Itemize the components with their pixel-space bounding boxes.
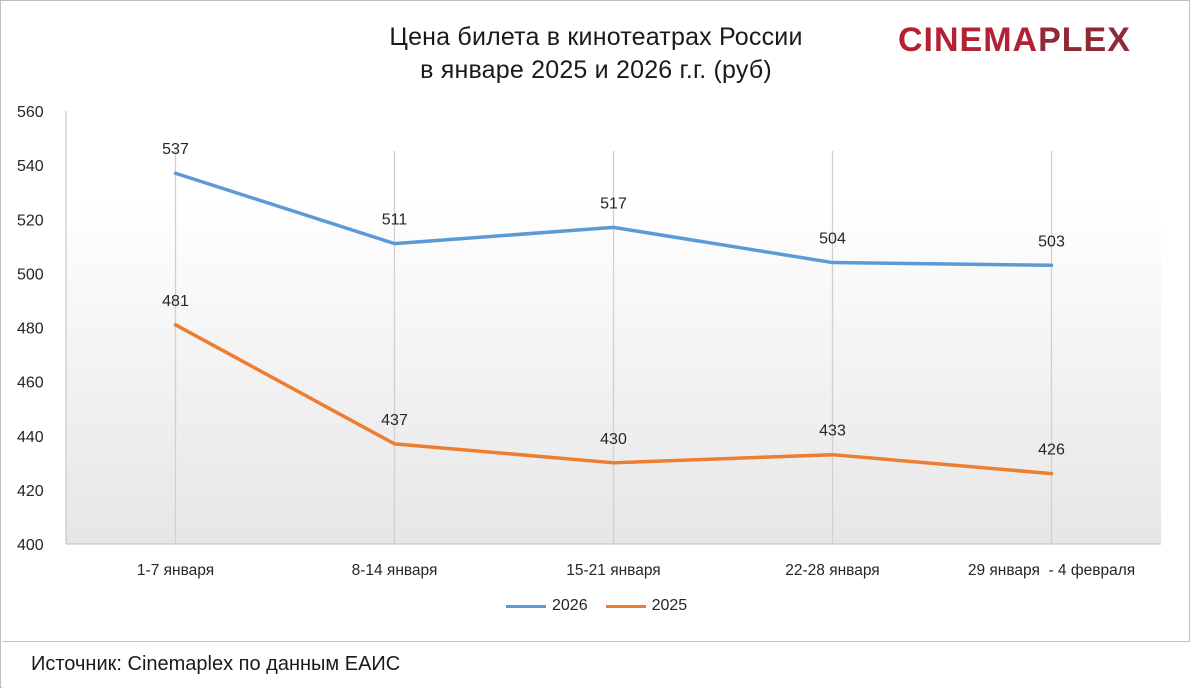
y-tick-label: 520 [17, 212, 44, 229]
logo-part-cinema: CINEMA [898, 21, 1039, 59]
y-tick-label: 560 [17, 104, 44, 121]
y-tick-label: 480 [17, 321, 44, 338]
chart-title: Цена билета в кинотеатрах России в январ… [301, 21, 891, 87]
legend-swatch-2026 [506, 604, 546, 608]
x-tick-label: 1-7 января [137, 562, 214, 579]
series-line-2026 [173, 171, 1054, 268]
data-label-2025: 481 [162, 293, 189, 310]
data-label-2025: 430 [600, 431, 627, 448]
x-tick-label: 8-14 января [352, 562, 438, 579]
data-label-2026: 517 [600, 195, 627, 212]
chart-legend: 2026 2025 [506, 597, 705, 615]
cinemaplex-logo: CINEMAPLEX [898, 21, 1131, 60]
y-tick-label: 440 [17, 429, 44, 446]
legend-item-2026: 2026 [506, 597, 588, 615]
x-tick-label: 22-28 января [785, 562, 879, 579]
x-tick-label: 29 января - 4 февраля [968, 562, 1135, 579]
y-tick-label: 540 [17, 158, 44, 175]
data-label-2026: 511 [382, 212, 408, 229]
data-label-2026: 503 [1038, 233, 1065, 250]
source-bar: Источник: Cinemaplex по данным ЕАИС [2, 641, 1190, 688]
series-line-2025 [173, 323, 1054, 476]
data-label-2026: 504 [819, 231, 846, 248]
chart-title-line-1: Цена билета в кинотеатрах России [389, 23, 803, 51]
source-text: Источник: Cinemaplex по данным ЕАИС [31, 653, 401, 675]
x-tick-label: 15-21 января [566, 562, 660, 579]
legend-label-2025: 2025 [651, 597, 688, 614]
data-label-2025: 437 [381, 412, 408, 429]
data-label-2025: 433 [819, 423, 846, 440]
y-tick-label: 400 [17, 537, 44, 554]
y-tick-label: 420 [17, 483, 44, 500]
data-label-2025: 426 [1038, 442, 1065, 459]
data-label-2026: 537 [162, 141, 189, 158]
y-tick-label: 500 [17, 266, 44, 283]
line-chart: 400 420 440 460 480 500 520 540 560 1-7 января 8-1… [17, 104, 1161, 579]
chart-title-line-2: в январе 2025 и 2026 г.г. (руб) [420, 56, 772, 84]
legend-swatch-2025 [605, 604, 646, 608]
logo-part-plex: PLEX [1038, 21, 1131, 59]
legend-label-2026: 2026 [552, 597, 588, 614]
y-tick-label: 460 [17, 375, 44, 392]
legend-item-2025: 2025 [605, 597, 688, 615]
